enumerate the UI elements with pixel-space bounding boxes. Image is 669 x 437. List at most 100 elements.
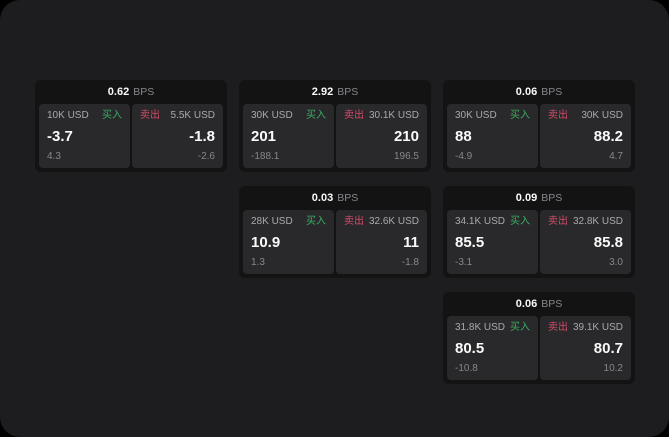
sell-tag: 卖出 <box>548 110 568 121</box>
buy-label-row: 34.1K USD 买入 <box>455 216 530 228</box>
buy-panel: 30K USD 买入 88 -4.9 <box>447 104 538 168</box>
bps-unit-label: BPS <box>541 192 563 204</box>
sell-amount: 5.5K USD <box>170 110 215 121</box>
card-header: 2.92 BPS <box>239 80 431 104</box>
sell-amount: 32.8K USD <box>572 216 623 227</box>
buy-label-row: 30K USD 买入 <box>455 110 530 122</box>
bps-unit-label: BPS <box>337 192 359 204</box>
bps-unit-label: BPS <box>541 298 563 310</box>
buy-panel: 28K USD 买入 10.9 1.3 <box>243 210 334 274</box>
card-body: 10K USD 买入 -3.7 4.3 卖出 5.5K USD -1.8 -2.… <box>35 104 227 172</box>
buy-panel: 10K USD 买入 -3.7 4.3 <box>39 104 130 168</box>
sell-delta: 196.5 <box>393 151 419 162</box>
quote-card[interactable]: 0.03 BPS 28K USD 买入 10.9 1.3 卖出 32.6K US… <box>239 186 431 278</box>
buy-amount: 34.1K USD <box>455 216 506 227</box>
buy-value: -3.7 <box>47 128 73 145</box>
buy-amount: 30K USD <box>251 110 293 121</box>
sell-delta: -1.8 <box>401 257 419 268</box>
sell-tag: 卖出 <box>344 110 364 121</box>
buy-panel: 31.8K USD 买入 80.5 -10.8 <box>447 316 538 380</box>
buy-delta: -10.8 <box>455 363 478 374</box>
buy-tag: 买入 <box>510 322 530 333</box>
buy-panel: 34.1K USD 买入 85.5 -3.1 <box>447 210 538 274</box>
sell-tag: 卖出 <box>548 322 568 333</box>
buy-panel: 30K USD 买入 201 -188.1 <box>243 104 334 168</box>
sell-delta: 10.2 <box>603 363 623 374</box>
buy-delta: -4.9 <box>455 151 473 162</box>
sell-tag: 卖出 <box>344 216 364 227</box>
buy-tag: 买入 <box>510 216 530 227</box>
card-body: 30K USD 买入 88 -4.9 卖出 30K USD 88.2 4.7 <box>443 104 635 172</box>
sell-panel: 卖出 5.5K USD -1.8 -2.6 <box>132 104 223 168</box>
sell-label-row: 卖出 32.8K USD <box>548 216 623 228</box>
buy-delta: 4.3 <box>47 151 61 162</box>
bps-value: 0.06 <box>515 298 538 310</box>
buy-value: 201 <box>251 128 277 145</box>
buy-amount: 30K USD <box>455 110 497 121</box>
sell-value: 80.7 <box>593 340 623 357</box>
buy-label-row: 10K USD 买入 <box>47 110 122 122</box>
sell-label-row: 卖出 39.1K USD <box>548 322 623 334</box>
sell-panel: 卖出 32.6K USD 11 -1.8 <box>336 210 427 274</box>
sell-value: 210 <box>393 128 419 145</box>
bps-value: 0.06 <box>515 86 538 98</box>
sell-value: 11 <box>403 234 419 251</box>
buy-label-row: 28K USD 买入 <box>251 216 326 228</box>
sell-delta: -2.6 <box>197 151 215 162</box>
sell-tag: 卖出 <box>140 110 160 121</box>
sell-value: 85.8 <box>593 234 623 251</box>
card-header: 0.06 BPS <box>443 292 635 316</box>
buy-value: 10.9 <box>251 234 281 251</box>
buy-delta: 1.3 <box>251 257 265 268</box>
buy-tag: 买入 <box>102 110 122 121</box>
card-header: 0.09 BPS <box>443 186 635 210</box>
buy-delta: -188.1 <box>251 151 280 162</box>
sell-amount: 30.1K USD <box>368 110 419 121</box>
buy-tag: 买入 <box>510 110 530 121</box>
buy-amount: 10K USD <box>47 110 89 121</box>
sell-value: -1.8 <box>189 128 215 145</box>
sell-panel: 卖出 32.8K USD 85.8 3.0 <box>540 210 631 274</box>
quote-card[interactable]: 0.06 BPS 30K USD 买入 88 -4.9 卖出 30K USD 8… <box>443 80 635 172</box>
card-body: 34.1K USD 买入 85.5 -3.1 卖出 32.8K USD 85.8… <box>443 210 635 278</box>
sell-delta: 4.7 <box>609 151 623 162</box>
sell-label-row: 卖出 30.1K USD <box>344 110 419 122</box>
buy-tag: 买入 <box>306 110 326 121</box>
quote-card[interactable]: 0.06 BPS 31.8K USD 买入 80.5 -10.8 卖出 39.1… <box>443 292 635 384</box>
buy-label-row: 31.8K USD 买入 <box>455 322 530 334</box>
sell-panel: 卖出 39.1K USD 80.7 10.2 <box>540 316 631 380</box>
card-body: 28K USD 买入 10.9 1.3 卖出 32.6K USD 11 -1.8 <box>239 210 431 278</box>
sell-panel: 卖出 30K USD 88.2 4.7 <box>540 104 631 168</box>
sell-amount: 39.1K USD <box>572 322 623 333</box>
bps-value: 0.09 <box>515 192 538 204</box>
bps-unit-label: BPS <box>133 86 155 98</box>
bps-value: 2.92 <box>311 86 334 98</box>
buy-value: 88 <box>455 128 472 145</box>
sell-label-row: 卖出 32.6K USD <box>344 216 419 228</box>
quote-card[interactable]: 2.92 BPS 30K USD 买入 201 -188.1 卖出 30.1K … <box>239 80 431 172</box>
sell-tag: 卖出 <box>548 216 568 227</box>
sell-amount: 30K USD <box>581 110 623 121</box>
bps-value: 0.03 <box>311 192 334 204</box>
quote-card[interactable]: 0.09 BPS 34.1K USD 买入 85.5 -3.1 卖出 32.8K… <box>443 186 635 278</box>
bps-unit-label: BPS <box>337 86 359 98</box>
bps-unit-label: BPS <box>541 86 563 98</box>
sell-label-row: 卖出 5.5K USD <box>140 110 215 122</box>
card-header: 0.03 BPS <box>239 186 431 210</box>
sell-amount: 32.6K USD <box>368 216 419 227</box>
buy-amount: 31.8K USD <box>455 322 506 333</box>
buy-label-row: 30K USD 买入 <box>251 110 326 122</box>
bps-value: 0.62 <box>107 86 130 98</box>
sell-panel: 卖出 30.1K USD 210 196.5 <box>336 104 427 168</box>
sell-label-row: 卖出 30K USD <box>548 110 623 122</box>
buy-delta: -3.1 <box>455 257 473 268</box>
buy-tag: 买入 <box>306 216 326 227</box>
card-header: 0.62 BPS <box>35 80 227 104</box>
card-body: 31.8K USD 买入 80.5 -10.8 卖出 39.1K USD 80.… <box>443 316 635 384</box>
quote-card[interactable]: 0.62 BPS 10K USD 买入 -3.7 4.3 卖出 5.5K USD… <box>35 80 227 172</box>
card-body: 30K USD 买入 201 -188.1 卖出 30.1K USD 210 1… <box>239 104 431 172</box>
card-header: 0.06 BPS <box>443 80 635 104</box>
buy-value: 85.5 <box>455 234 485 251</box>
sell-value: 88.2 <box>593 128 623 145</box>
